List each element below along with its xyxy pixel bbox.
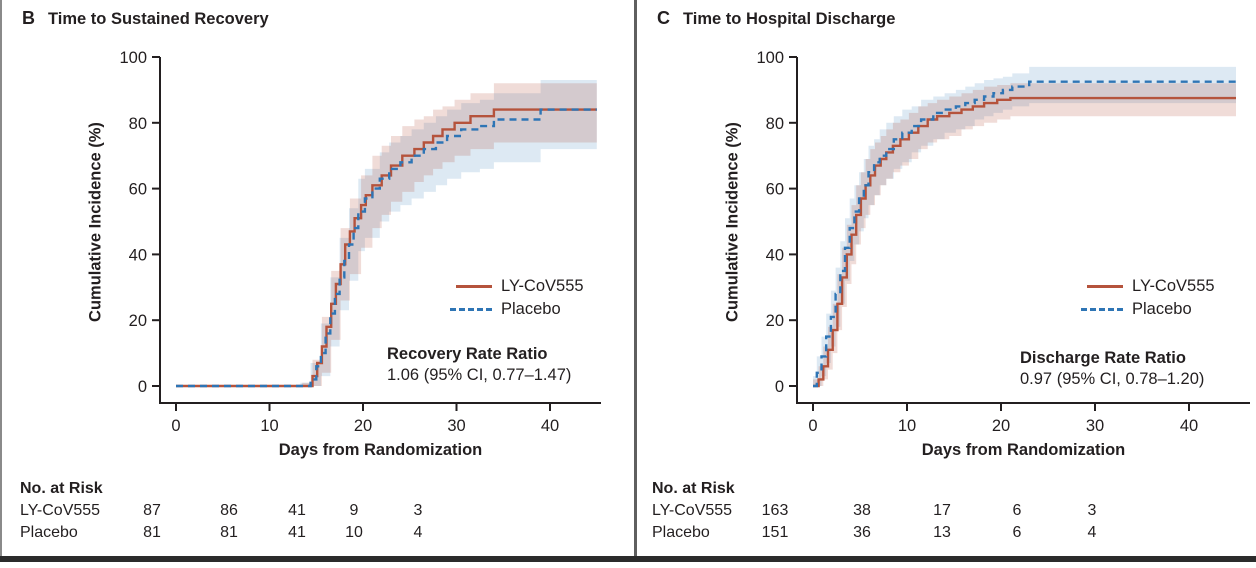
axis-B bbox=[159, 57, 601, 404]
annotation-title: Discharge Rate Ratio bbox=[1020, 349, 1186, 367]
risk-row-label: LY-CoV555 bbox=[652, 502, 733, 519]
risk-value: 6 bbox=[1012, 524, 1022, 541]
legend-solid-line-swatch bbox=[456, 284, 492, 288]
risk-value: 3 bbox=[1087, 502, 1097, 519]
legend-solid-line-swatch bbox=[1087, 284, 1123, 288]
legend-label-lycov555: LY-CoV555 bbox=[501, 276, 584, 295]
risk-value: 41 bbox=[288, 502, 306, 519]
y-tick-label: 60 bbox=[129, 181, 147, 199]
annotation-title: Recovery Rate Ratio bbox=[387, 345, 548, 363]
y-axis-label-c: Cumulative Incidence (%) bbox=[723, 122, 742, 322]
risk-value: 4 bbox=[413, 524, 423, 541]
x-tick-label: 10 bbox=[898, 417, 916, 435]
y-tick-label: 20 bbox=[766, 312, 784, 330]
legend-label-placebo: Placebo bbox=[1132, 299, 1192, 318]
annotation-value: 0.97 (95% CI, 0.78–1.20) bbox=[1020, 370, 1205, 388]
axis-C bbox=[796, 57, 1250, 404]
x-tick-label: 30 bbox=[447, 417, 465, 435]
risk-value: 3 bbox=[413, 502, 423, 519]
risk-row-label: Placebo bbox=[652, 524, 710, 541]
y-tick-label: 80 bbox=[766, 115, 784, 133]
risk-value: 151 bbox=[761, 524, 789, 541]
series-line-placebo bbox=[813, 80, 1236, 388]
x-tick-label: 20 bbox=[354, 417, 372, 435]
y-axis-label-b: Cumulative Incidence (%) bbox=[86, 122, 105, 322]
risk-row-label: LY-CoV555 bbox=[20, 502, 101, 519]
y-tick-label: 80 bbox=[129, 115, 147, 133]
risk-value: 6 bbox=[1012, 502, 1022, 519]
panel-divider bbox=[634, 0, 637, 557]
risk-value: 17 bbox=[933, 502, 951, 519]
legend-dashed-line-swatch bbox=[450, 307, 492, 311]
annotation-recovery-rate-ratio: Recovery Rate Ratio 1.06 (95% CI, 0.77–1… bbox=[387, 344, 571, 386]
x-tick-label: 40 bbox=[1180, 417, 1198, 435]
risk-value: 4 bbox=[1087, 524, 1097, 541]
risk-value: 86 bbox=[220, 502, 238, 519]
x-tick-label: 30 bbox=[1086, 417, 1104, 435]
x-axis-label-b: Days from Randomization bbox=[278, 441, 483, 459]
risk-value: 10 bbox=[345, 524, 363, 541]
risk-value: 81 bbox=[220, 524, 238, 541]
annotation-value: 1.06 (95% CI, 0.77–1.47) bbox=[387, 366, 572, 384]
confidence-band-placebo bbox=[300, 80, 597, 386]
y-tick-label: 100 bbox=[756, 49, 784, 67]
risk-table-header: No. at Risk bbox=[652, 480, 735, 497]
confidence-band-ly-cov555 bbox=[813, 83, 1236, 387]
x-axis-label-c: Days from Randomization bbox=[921, 441, 1126, 459]
legend-label-lycov555: LY-CoV555 bbox=[1132, 276, 1215, 295]
figure-left-border bbox=[0, 0, 2, 562]
y-tick-label: 40 bbox=[129, 246, 147, 264]
x-tick-label: 40 bbox=[541, 417, 559, 435]
legend-label-placebo: Placebo bbox=[501, 299, 561, 318]
series-line-ly-cov555 bbox=[176, 108, 597, 388]
risk-value: 13 bbox=[933, 524, 951, 541]
x-tick-label: 0 bbox=[171, 417, 180, 435]
confidence-band-placebo bbox=[813, 66, 1236, 387]
y-tick-label: 20 bbox=[129, 312, 147, 330]
y-tick-label: 0 bbox=[138, 378, 147, 396]
risk-table-header: No. at Risk bbox=[20, 480, 103, 497]
risk-value: 81 bbox=[143, 524, 161, 541]
annotation-discharge-rate-ratio: Discharge Rate Ratio 0.97 (95% CI, 0.78–… bbox=[1020, 348, 1204, 390]
y-tick-label: 0 bbox=[775, 378, 784, 396]
panel-c-title: Time to Hospital Discharge bbox=[683, 10, 896, 28]
x-tick-label: 0 bbox=[808, 417, 817, 435]
confidence-band-ly-cov555 bbox=[302, 83, 597, 387]
risk-value: 41 bbox=[288, 524, 306, 541]
y-tick-label: 100 bbox=[119, 49, 147, 67]
risk-row-label: Placebo bbox=[20, 524, 78, 541]
panel-b-title: Time to Sustained Recovery bbox=[48, 10, 269, 28]
legend-dashed-line-swatch bbox=[1081, 307, 1123, 311]
risk-value: 9 bbox=[349, 502, 359, 519]
risk-value: 87 bbox=[143, 502, 161, 519]
risk-value: 163 bbox=[761, 502, 789, 519]
panel-b-letter: B bbox=[22, 8, 35, 28]
risk-value: 36 bbox=[853, 524, 871, 541]
y-tick-label: 60 bbox=[766, 181, 784, 199]
figure-bottom-rule bbox=[0, 556, 1256, 562]
panel-c-letter: C bbox=[657, 8, 670, 28]
series-line-placebo bbox=[176, 108, 597, 388]
x-tick-label: 20 bbox=[992, 417, 1010, 435]
y-tick-label: 40 bbox=[766, 246, 784, 264]
risk-value: 38 bbox=[853, 502, 871, 519]
x-tick-label: 10 bbox=[260, 417, 278, 435]
